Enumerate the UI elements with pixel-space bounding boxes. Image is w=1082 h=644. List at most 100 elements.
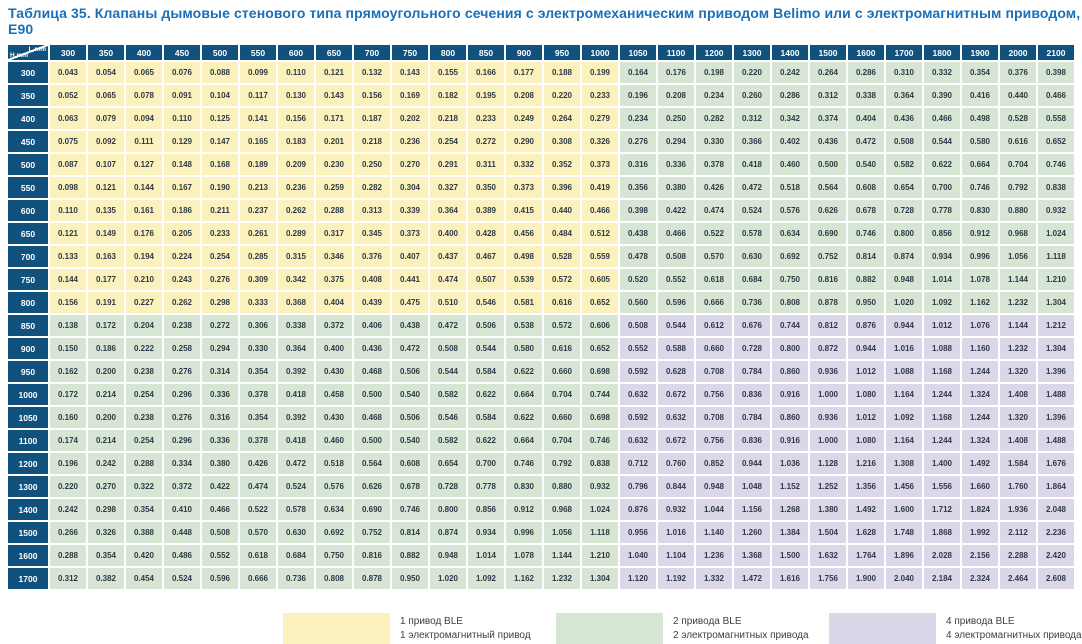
value-cell: 0.078 <box>126 85 162 106</box>
value-cell: 0.220 <box>50 476 86 497</box>
value-cell: 0.540 <box>392 384 428 405</box>
value-cell: 0.210 <box>126 269 162 290</box>
value-cell: 0.934 <box>468 522 504 543</box>
corner-h-label: H,mm <box>10 52 29 59</box>
value-cell: 0.310 <box>886 62 922 83</box>
value-cell: 0.564 <box>810 177 846 198</box>
table-row-H750: 750 0.144 0.177 0.210 0.243 0.276 0.309 0.342 0.… <box>8 269 1074 290</box>
value-cell: 0.436 <box>354 338 390 359</box>
value-cell: 0.596 <box>658 292 694 313</box>
value-cell: 1.144 <box>1000 269 1036 290</box>
value-cell: 0.912 <box>506 499 542 520</box>
value-cell: 0.700 <box>468 453 504 474</box>
value-cell: 0.167 <box>164 177 200 198</box>
value-cell: 1.868 <box>924 522 960 543</box>
value-cell: 0.188 <box>544 62 580 83</box>
value-cell: 0.572 <box>544 315 580 336</box>
value-cell: 0.576 <box>316 476 352 497</box>
value-cell: 0.209 <box>278 154 314 175</box>
value-cell: 0.628 <box>658 361 694 382</box>
value-cell: 0.378 <box>240 430 276 451</box>
value-cell: 0.336 <box>202 430 238 451</box>
value-cell: 0.110 <box>278 62 314 83</box>
value-cell: 0.500 <box>810 154 846 175</box>
value-cell: 0.233 <box>468 108 504 129</box>
value-cell: 0.220 <box>544 85 580 106</box>
value-cell: 1.104 <box>658 545 694 566</box>
value-cell: 0.690 <box>354 499 390 520</box>
table-row-H450: 450 0.075 0.092 0.111 0.129 0.147 0.165 0.183 0.… <box>8 131 1074 152</box>
value-cell: 0.125 <box>202 108 238 129</box>
value-cell: 0.183 <box>278 131 314 152</box>
value-cell: 0.466 <box>658 223 694 244</box>
value-cell: 0.474 <box>696 200 732 221</box>
value-cell: 0.524 <box>734 200 770 221</box>
value-cell: 0.760 <box>658 453 694 474</box>
value-cell: 0.230 <box>316 154 352 175</box>
value-cell: 0.616 <box>1000 131 1036 152</box>
value-cell: 0.472 <box>278 453 314 474</box>
value-cell: 0.800 <box>886 223 922 244</box>
value-cell: 0.580 <box>506 338 542 359</box>
value-cell: 1.160 <box>962 338 998 359</box>
value-cell: 0.242 <box>772 62 808 83</box>
value-cell: 0.110 <box>50 200 86 221</box>
value-cell: 0.132 <box>354 62 390 83</box>
value-cell: 0.088 <box>202 62 238 83</box>
value-cell: 1.308 <box>886 453 922 474</box>
value-cell: 1.078 <box>506 545 542 566</box>
legend-line: 1 электромагнитный привод <box>400 630 531 641</box>
table-row-H1200: 1200 0.196 0.242 0.288 0.334 0.380 0.426 0.472 0… <box>8 453 1074 474</box>
value-cell: 0.339 <box>392 200 428 221</box>
page-title: Таблица 35. Клапаны дымовые стенового ти… <box>8 5 1081 37</box>
value-cell: 0.836 <box>734 430 770 451</box>
value-cell: 0.336 <box>202 384 238 405</box>
value-cell: 0.666 <box>240 568 276 589</box>
value-cell: 0.880 <box>1000 200 1036 221</box>
column-header-L2000: 2000 <box>1000 45 1036 60</box>
value-cell: 0.254 <box>126 430 162 451</box>
value-cell: 0.200 <box>88 361 124 382</box>
value-cell: 0.652 <box>582 292 618 313</box>
value-cell: 1.380 <box>810 499 846 520</box>
value-cell: 0.389 <box>468 200 504 221</box>
value-cell: 1.088 <box>886 361 922 382</box>
value-cell: 0.652 <box>1038 131 1074 152</box>
legend-item-4-drives: 4 привода BLE 4 электромагнитных привода <box>829 613 1082 644</box>
value-cell: 0.259 <box>316 177 352 198</box>
value-cell: 1.500 <box>772 545 808 566</box>
column-header-L1100: 1100 <box>658 45 694 60</box>
value-cell: 0.168 <box>202 154 238 175</box>
value-cell: 0.298 <box>88 499 124 520</box>
value-cell: 0.500 <box>354 384 390 405</box>
value-cell: 1.400 <box>924 453 960 474</box>
value-cell: 1.396 <box>1038 361 1074 382</box>
value-cell: 0.430 <box>316 361 352 382</box>
value-cell: 0.396 <box>544 177 580 198</box>
value-cell: 0.666 <box>696 292 732 313</box>
table-row-H500: 500 0.087 0.107 0.127 0.148 0.168 0.189 0.209 0.… <box>8 154 1074 175</box>
value-cell: 0.578 <box>734 223 770 244</box>
row-header-H550: 550 <box>8 177 48 198</box>
value-cell: 1.168 <box>924 407 960 428</box>
value-cell: 0.440 <box>1000 85 1036 106</box>
value-cell: 0.254 <box>430 131 466 152</box>
value-cell: 0.135 <box>88 200 124 221</box>
value-cell: 0.392 <box>278 407 314 428</box>
value-cell: 0.744 <box>772 315 808 336</box>
value-cell: 0.294 <box>658 131 694 152</box>
value-cell: 0.160 <box>50 407 86 428</box>
value-cell: 0.104 <box>202 85 238 106</box>
value-cell: 0.330 <box>240 338 276 359</box>
value-cell: 0.276 <box>202 269 238 290</box>
row-header-H1000: 1000 <box>8 384 48 405</box>
value-cell: 0.608 <box>848 177 884 198</box>
value-cell: 0.592 <box>620 407 656 428</box>
table-row-H550: 550 0.098 0.121 0.144 0.167 0.190 0.213 0.236 0.… <box>8 177 1074 198</box>
value-cell: 1.056 <box>1000 246 1036 267</box>
value-cell: 0.792 <box>1000 177 1036 198</box>
value-cell: 0.500 <box>354 430 390 451</box>
value-cell: 0.880 <box>544 476 580 497</box>
value-cell: 1.356 <box>848 476 884 497</box>
value-cell: 0.336 <box>658 154 694 175</box>
